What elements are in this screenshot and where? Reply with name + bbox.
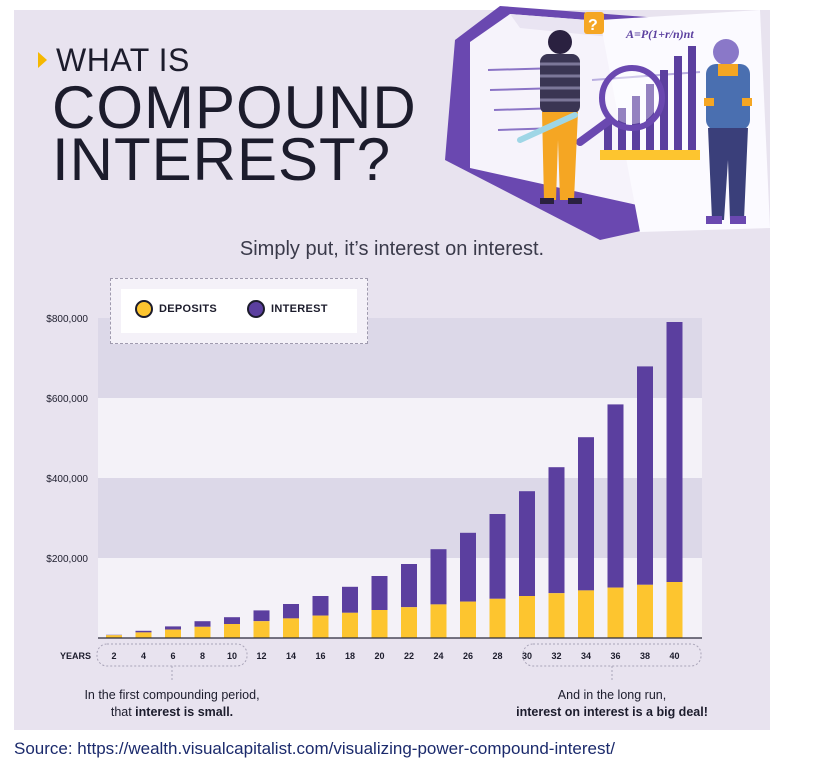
bar-deposits [106, 635, 122, 638]
question-mark-icon: ? [588, 17, 598, 34]
bar-interest [194, 621, 211, 627]
title-arrow-icon [38, 52, 47, 68]
bar-deposits [165, 629, 181, 638]
x-tick-label: 16 [315, 651, 325, 661]
subtitle: Simply put, it’s interest on interest. [239, 238, 545, 260]
bar-interest [460, 532, 476, 602]
bar-deposits [253, 621, 270, 638]
x-tick-label: 36 [610, 651, 620, 661]
note-left: In the first compounding period, that in… [62, 687, 282, 721]
bar-interest [607, 404, 624, 588]
bar-interest [312, 596, 329, 616]
legend-item-deposits: DEPOSITS [135, 300, 217, 318]
x-tick-label: 22 [404, 651, 414, 661]
bar-interest [548, 467, 565, 594]
bar-deposits [224, 624, 240, 638]
bar-deposits [135, 632, 152, 638]
x-tick-label: 26 [463, 651, 473, 661]
bar-interest [371, 576, 388, 610]
bar-deposits [548, 593, 565, 638]
chart-band [98, 398, 702, 478]
bar-deposits [342, 612, 358, 638]
bar-deposits [401, 607, 417, 638]
x-tick-label: 24 [433, 651, 443, 661]
bar-interest [489, 514, 506, 599]
note-left-line1: In the first compounding period, [84, 688, 260, 702]
y-tick-label: $800,000 [46, 314, 88, 325]
x-tick-label: 34 [581, 651, 591, 661]
legend-item-interest: INTEREST [247, 300, 328, 318]
x-tick-label: 6 [170, 651, 175, 661]
interest-swatch-icon [247, 300, 265, 318]
note-left-prefix: that [110, 705, 136, 719]
bar-deposits [460, 601, 476, 638]
y-axis-ticks: $200,000 $400,000 $600,000 $800,000 [46, 314, 88, 565]
source-link[interactable]: Source: https://wealth.visualcapitalist.… [14, 739, 615, 758]
formula-text: A=P(1+r/n)nt [625, 27, 694, 41]
y-tick-label: $200,000 [46, 554, 88, 565]
bar-interest [253, 610, 270, 622]
bar-interest [165, 626, 181, 630]
x-tick-label: 28 [492, 651, 502, 661]
bar-deposits [578, 590, 594, 638]
chart-band [98, 478, 702, 558]
bar-interest [401, 564, 417, 608]
bar-interest [637, 366, 653, 585]
bar-interest [519, 491, 535, 596]
man-figure-icon [704, 39, 752, 224]
bar-interest [224, 617, 240, 624]
chart-bars [106, 322, 683, 638]
bar-deposits [371, 610, 388, 638]
title-line2: COMPOUND [52, 74, 417, 141]
title-line3: INTEREST? [52, 126, 392, 193]
bar-interest [578, 437, 594, 591]
note-left-bold: interest is small. [135, 705, 234, 719]
x-tick-label: 2 [111, 651, 116, 661]
note-right-bold: interest on interest is a big deal! [516, 705, 708, 719]
x-tick-label: 10 [227, 651, 237, 661]
x-tick-label: 38 [640, 651, 650, 661]
bar-deposits [607, 587, 624, 638]
x-axis-ticks: 2 4 6 8 10 12 14 16 18 20 22 24 26 28 30 32 34 36 38 40 [111, 651, 679, 661]
x-tick-label: 40 [669, 651, 679, 661]
bar-deposits [666, 582, 683, 638]
x-tick-label: 18 [345, 651, 355, 661]
chart-legend: DEPOSITS INTEREST [110, 278, 368, 344]
bar-deposits [519, 596, 535, 638]
bar-deposits [489, 598, 506, 638]
legend-label-interest: INTEREST [271, 303, 328, 315]
x-tick-label: 32 [551, 651, 561, 661]
note-right: And in the long run, interest on interes… [490, 687, 734, 721]
bar-interest [430, 549, 447, 605]
bar-deposits [312, 615, 329, 638]
legend-label-deposits: DEPOSITS [159, 303, 218, 315]
title-line1: WHAT IS [56, 42, 190, 78]
bar-interest [342, 586, 358, 613]
x-tick-label: 4 [141, 651, 146, 661]
y-tick-label: $400,000 [46, 474, 88, 485]
bar-deposits [194, 626, 211, 638]
bar-deposits [430, 604, 447, 638]
x-axis-label: YEARS [60, 651, 91, 661]
illustration: A=P(1+r/n)nt ? [445, 6, 770, 240]
stacked-bar-chart: $200,000$400,000$600,000$800,000 2 4 6 8 10 1… [46, 314, 702, 682]
bar-interest [666, 322, 683, 582]
bar-interest [135, 630, 152, 633]
note-right-line1: And in the long run, [557, 688, 667, 702]
y-tick-label: $600,000 [46, 394, 88, 405]
x-tick-label: 12 [256, 651, 266, 661]
bar-interest [283, 604, 299, 619]
x-tick-label: 14 [286, 651, 296, 661]
right-bracket [522, 643, 702, 667]
woman-figure-icon: ? [517, 12, 604, 204]
x-tick-label: 30 [522, 651, 532, 661]
chart-bands [98, 318, 702, 638]
x-tick-label: 20 [374, 651, 384, 661]
bar-deposits [637, 584, 653, 638]
deposits-swatch-icon [135, 300, 153, 318]
bar-deposits [283, 618, 299, 638]
x-tick-label: 8 [200, 651, 205, 661]
